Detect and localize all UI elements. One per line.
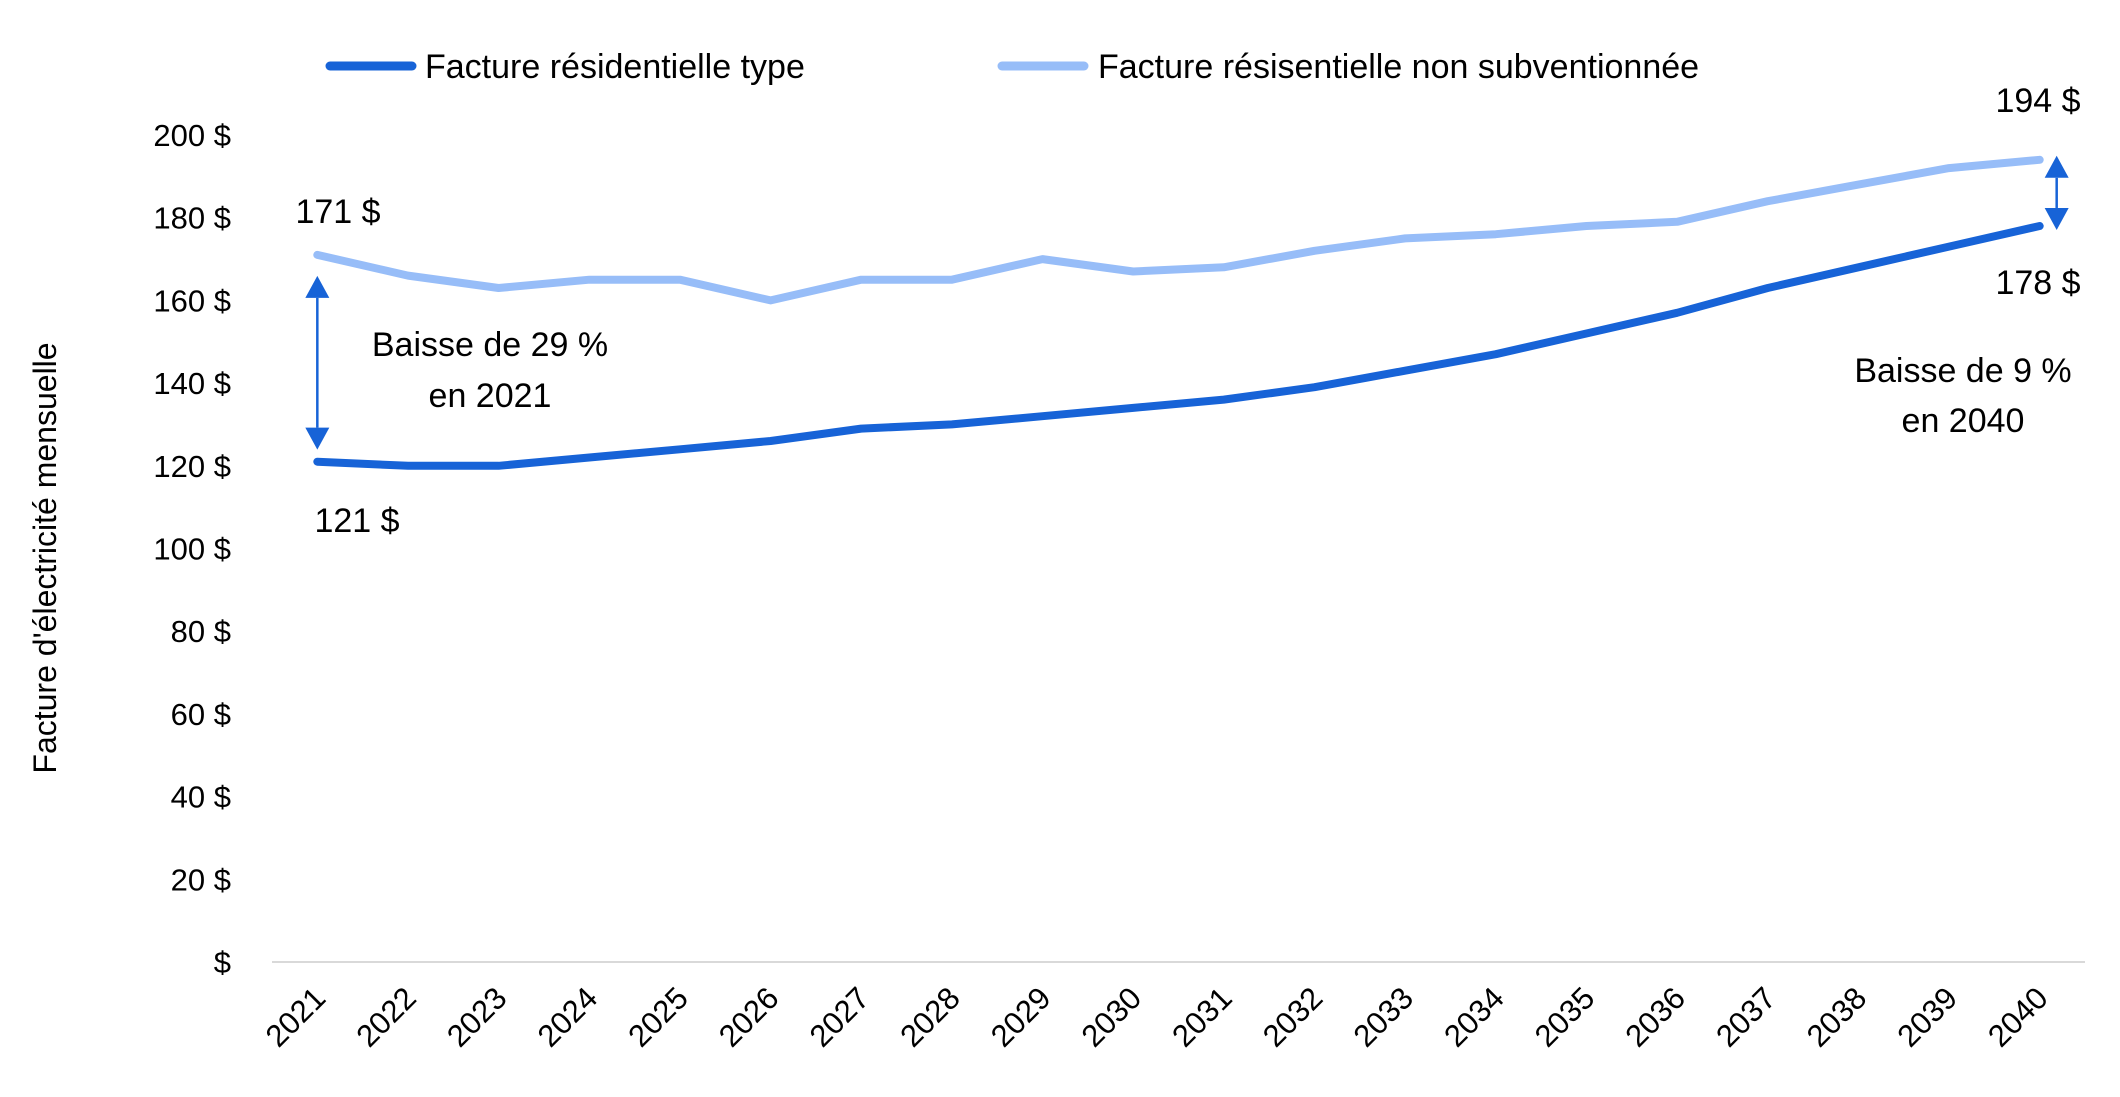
x-tick-label: 2035 <box>1528 980 1602 1054</box>
y-axis-ticks: $20 $ 40 $ 60 $ 80 $ 100 $ 120 $ 140 $ 160 $ 180… <box>153 118 231 980</box>
y-tick-label: 100 $ <box>153 532 231 567</box>
x-tick-label: 2037 <box>1709 980 1783 1054</box>
x-tick-label: 2040 <box>1981 980 2055 1054</box>
y-axis-title: Facture d'électricité mensuelle <box>27 342 63 773</box>
x-tick-label: 2023 <box>440 980 514 1054</box>
x-tick-label: 2034 <box>1437 980 1511 1054</box>
series-line-2 <box>313 155 2044 305</box>
y-tick-label: 80 $ <box>171 614 231 649</box>
end-top-value-label: 194 $ <box>1995 82 2080 120</box>
y-tick-label: 40 $ <box>171 780 231 815</box>
y-tick-label: $ <box>214 945 231 980</box>
start-top-value-label: 171 $ <box>295 193 380 231</box>
y-tick-label: 200 $ <box>153 118 231 153</box>
x-tick-label: 2029 <box>984 980 1058 1054</box>
x-tick-label: 2022 <box>349 980 423 1054</box>
x-tick-label: 2021 <box>259 980 333 1054</box>
x-tick-label: 2026 <box>712 980 786 1054</box>
x-tick-label: 2027 <box>803 980 877 1054</box>
x-tick-label: 2038 <box>1800 980 1874 1054</box>
y-tick-label: 60 $ <box>171 697 231 732</box>
y-tick-label: 140 $ <box>153 366 231 401</box>
start-bottom-value-label: 121 $ <box>314 502 399 540</box>
end-note-line-2: en 2040 <box>1902 402 2025 440</box>
x-axis-ticks: 2021 2022 2023 2024 2025 2026 2027 2028 2029 2030… <box>259 980 2055 1054</box>
legend-label-series-2: Facture résisentielle non subventionnée <box>1098 48 1699 86</box>
x-tick-label: 2024 <box>531 980 605 1054</box>
end-note-line-1: Baisse de 9 % <box>1854 352 2071 390</box>
y-tick-label: 20 $ <box>171 862 231 897</box>
x-tick-label: 2028 <box>893 980 967 1054</box>
x-tick-label: 2033 <box>1347 980 1421 1054</box>
legend: Facture résidentielle type Facture résis… <box>325 48 1699 86</box>
y-tick-label: 180 $ <box>153 201 231 236</box>
y-tick-label: 160 $ <box>153 283 231 318</box>
x-tick-label: 2036 <box>1619 980 1693 1054</box>
x-tick-label: 2030 <box>1075 980 1149 1054</box>
x-tick-label: 2039 <box>1890 980 1964 1054</box>
end-bottom-value-label: 178 $ <box>1995 264 2080 302</box>
x-tick-label: 2025 <box>621 980 695 1054</box>
legend-label-series-1: Facture résidentielle type <box>425 48 805 86</box>
series-lines <box>313 155 2044 470</box>
y-tick-label: 120 $ <box>153 449 231 484</box>
difference-arrow-2021 <box>305 275 330 450</box>
x-tick-label: 2032 <box>1256 980 1330 1054</box>
start-note-line-1: Baisse de 29 % <box>372 326 608 364</box>
annotations: 171 $ 121 $ Baisse de 29 % en 2021 194 $… <box>295 82 2080 540</box>
series-line-1 <box>313 222 2044 470</box>
difference-arrows <box>305 155 2069 450</box>
x-tick-label: 2031 <box>1165 980 1239 1054</box>
start-note-line-2: en 2021 <box>429 377 552 415</box>
difference-arrow-2040 <box>2044 155 2069 230</box>
